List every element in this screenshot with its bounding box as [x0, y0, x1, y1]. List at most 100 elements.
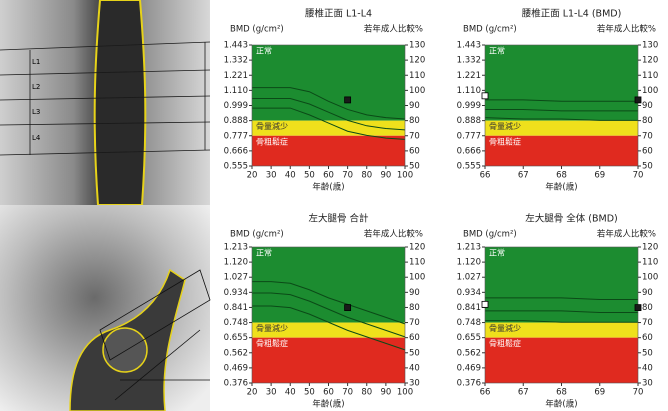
vertebra-label: L2 [32, 83, 40, 91]
y2-tick-label: 70 [642, 318, 653, 328]
y-tick-label: 0.934 [224, 288, 248, 298]
y2-tick-label: 80 [642, 303, 653, 313]
vertebra-label: L3 [32, 108, 40, 116]
x-tick-label: 90 [380, 171, 391, 181]
y2-tick-label: 60 [642, 146, 653, 156]
zone-label: 骨量減少 [256, 121, 288, 131]
x-tick-label: 66 [480, 388, 491, 398]
y-tick-label: 1.332 [224, 56, 248, 66]
x-tick-label: 67 [518, 388, 529, 398]
y-tick-label: 1.027 [457, 273, 481, 283]
y2-tick-label: 60 [409, 333, 420, 343]
y2-tick-label: 60 [409, 146, 420, 156]
zone-label: 骨粗鬆症 [489, 136, 521, 146]
chart-title: 左大腿骨 合計 [308, 213, 369, 225]
y2-tick-label: 110 [409, 71, 425, 81]
y-tick-label: 1.213 [224, 243, 248, 253]
y2-axis-label: 若年成人比較% [364, 24, 423, 35]
zone [252, 247, 405, 323]
zone [252, 45, 405, 121]
x-axis-label: 年齢(歳) [545, 399, 577, 410]
y-axis-label: BMD (g/cm²) [463, 25, 517, 35]
x-tick-label: 80 [361, 388, 372, 398]
x-tick-label: 100 [397, 171, 413, 181]
x-axis-label: 年齢(歳) [312, 182, 344, 193]
zone-label: 骨粗鬆症 [489, 338, 521, 348]
x-tick-label: 20 [247, 171, 258, 181]
y-tick-label: 0.655 [224, 333, 248, 343]
y2-axis-label: 若年成人比較% [597, 24, 656, 35]
y-tick-label: 1.213 [457, 243, 481, 253]
patient-point [482, 301, 488, 307]
x-tick-label: 20 [247, 388, 258, 398]
spine-image [0, 0, 210, 205]
y2-tick-label: 100 [642, 86, 658, 96]
y2-axis-label: 若年成人比較% [364, 229, 423, 240]
y2-tick-label: 60 [642, 333, 653, 343]
y-tick-label: 0.666 [224, 146, 248, 156]
x-tick-label: 100 [397, 388, 413, 398]
x-tick-label: 30 [266, 171, 277, 181]
y-tick-label: 0.841 [224, 303, 248, 313]
y-tick-label: 1.221 [224, 71, 248, 81]
y2-tick-label: 80 [409, 116, 420, 126]
bmd-chart: 腰椎正面 L1-L4 (BMD) BMD (g/cm²) 若年成人比較% 正常骨量減少… [457, 8, 659, 193]
zone-label: 骨量減少 [489, 323, 521, 333]
bmd-chart: 左大腿骨 合計BMD (g/cm²)若年成人比較%正常骨量減少骨粗鬆症1.213… [224, 213, 426, 410]
y2-tick-label: 70 [409, 131, 420, 141]
x-tick-label: 50 [304, 388, 315, 398]
y-tick-label: 1.120 [224, 258, 248, 268]
y2-tick-label: 50 [409, 348, 420, 358]
hip-image [0, 205, 210, 411]
patient-point [635, 97, 641, 103]
y-tick-label: 0.666 [457, 146, 481, 156]
y-tick-label: 0.562 [224, 348, 248, 358]
x-tick-label: 80 [361, 171, 372, 181]
vertebra-label: L1 [32, 58, 40, 66]
y-tick-label: 0.999 [224, 101, 248, 111]
x-tick-label: 40 [285, 388, 296, 398]
y-tick-label: 1.110 [457, 86, 481, 96]
y2-tick-label: 80 [642, 116, 653, 126]
y-tick-label: 0.748 [457, 318, 481, 328]
x-tick-label: 30 [266, 388, 277, 398]
y-tick-label: 0.469 [457, 363, 481, 373]
y-tick-label: 0.469 [224, 363, 248, 373]
y-tick-label: 0.777 [224, 131, 248, 141]
x-tick-label: 60 [323, 171, 334, 181]
y2-tick-label: 30 [642, 379, 653, 389]
x-tick-label: 70 [342, 171, 353, 181]
y2-tick-label: 40 [409, 363, 420, 373]
y2-tick-label: 70 [409, 318, 420, 328]
y-tick-label: 0.888 [224, 116, 248, 126]
x-tick-label: 70 [342, 388, 353, 398]
y-tick-label: 0.376 [224, 379, 248, 389]
x-tick-label: 90 [380, 388, 391, 398]
zone-label: 正常 [489, 47, 505, 56]
y-tick-label: 0.655 [457, 333, 481, 343]
y2-tick-label: 50 [642, 348, 653, 358]
y2-tick-label: 110 [409, 258, 425, 268]
zone-label: 骨量減少 [489, 121, 521, 131]
y-tick-label: 1.332 [457, 56, 481, 66]
x-tick-label: 68 [556, 171, 567, 181]
y-tick-label: 1.120 [457, 258, 481, 268]
y-tick-label: 0.841 [457, 303, 481, 313]
x-tick-label: 50 [304, 171, 315, 181]
y2-tick-label: 110 [642, 71, 658, 81]
y2-tick-label: 90 [409, 288, 420, 298]
y2-tick-label: 90 [642, 288, 653, 298]
y-tick-label: 1.221 [457, 71, 481, 81]
y2-tick-label: 50 [642, 162, 653, 172]
x-axis-label: 年齢(歳) [545, 182, 577, 193]
patient-point [482, 93, 488, 99]
y-tick-label: 1.110 [224, 86, 248, 96]
x-tick-label: 60 [323, 388, 334, 398]
x-tick-label: 68 [556, 388, 567, 398]
y2-tick-label: 90 [409, 101, 420, 111]
y-tick-label: 1.027 [224, 273, 248, 283]
y2-tick-label: 110 [642, 258, 658, 268]
chart-title: 腰椎正面 L1-L4 (BMD) [522, 8, 622, 20]
y2-tick-label: 120 [642, 56, 658, 66]
